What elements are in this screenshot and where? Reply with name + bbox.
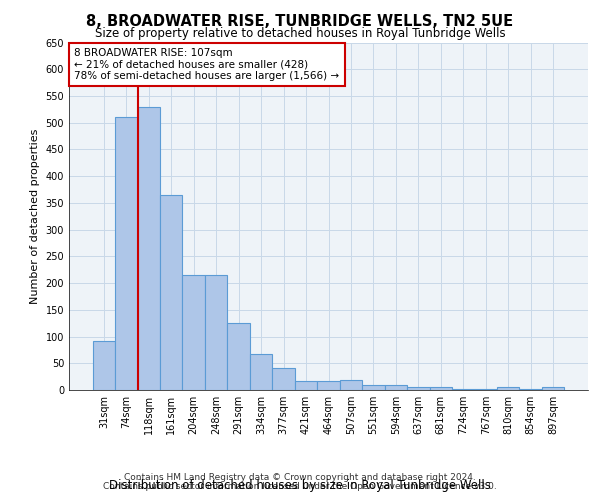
Text: 8, BROADWATER RISE, TUNBRIDGE WELLS, TN2 5UE: 8, BROADWATER RISE, TUNBRIDGE WELLS, TN2…: [86, 14, 514, 29]
Bar: [160, 195, 182, 390]
Bar: [542, 388, 565, 390]
Bar: [272, 368, 295, 390]
Bar: [497, 388, 520, 390]
Bar: [362, 384, 385, 390]
Bar: [205, 275, 227, 390]
Bar: [92, 341, 115, 390]
Bar: [317, 381, 340, 390]
Bar: [137, 106, 160, 390]
Text: Size of property relative to detached houses in Royal Tunbridge Wells: Size of property relative to detached ho…: [95, 28, 505, 40]
Text: 8 BROADWATER RISE: 107sqm
← 21% of detached houses are smaller (428)
78% of semi: 8 BROADWATER RISE: 107sqm ← 21% of detac…: [74, 48, 340, 81]
Bar: [227, 323, 250, 390]
Text: Contains HM Land Registry data © Crown copyright and database right 2024.: Contains HM Land Registry data © Crown c…: [124, 472, 476, 482]
Bar: [340, 380, 362, 390]
Bar: [385, 384, 407, 390]
Bar: [407, 388, 430, 390]
Text: Distribution of detached houses by size in Royal Tunbridge Wells: Distribution of detached houses by size …: [109, 479, 491, 492]
Bar: [430, 388, 452, 390]
Y-axis label: Number of detached properties: Number of detached properties: [30, 128, 40, 304]
Bar: [250, 354, 272, 390]
Bar: [115, 118, 137, 390]
Bar: [182, 275, 205, 390]
Bar: [295, 381, 317, 390]
Text: Contains public sector information licensed under the Open Government Licence v3: Contains public sector information licen…: [103, 482, 497, 491]
